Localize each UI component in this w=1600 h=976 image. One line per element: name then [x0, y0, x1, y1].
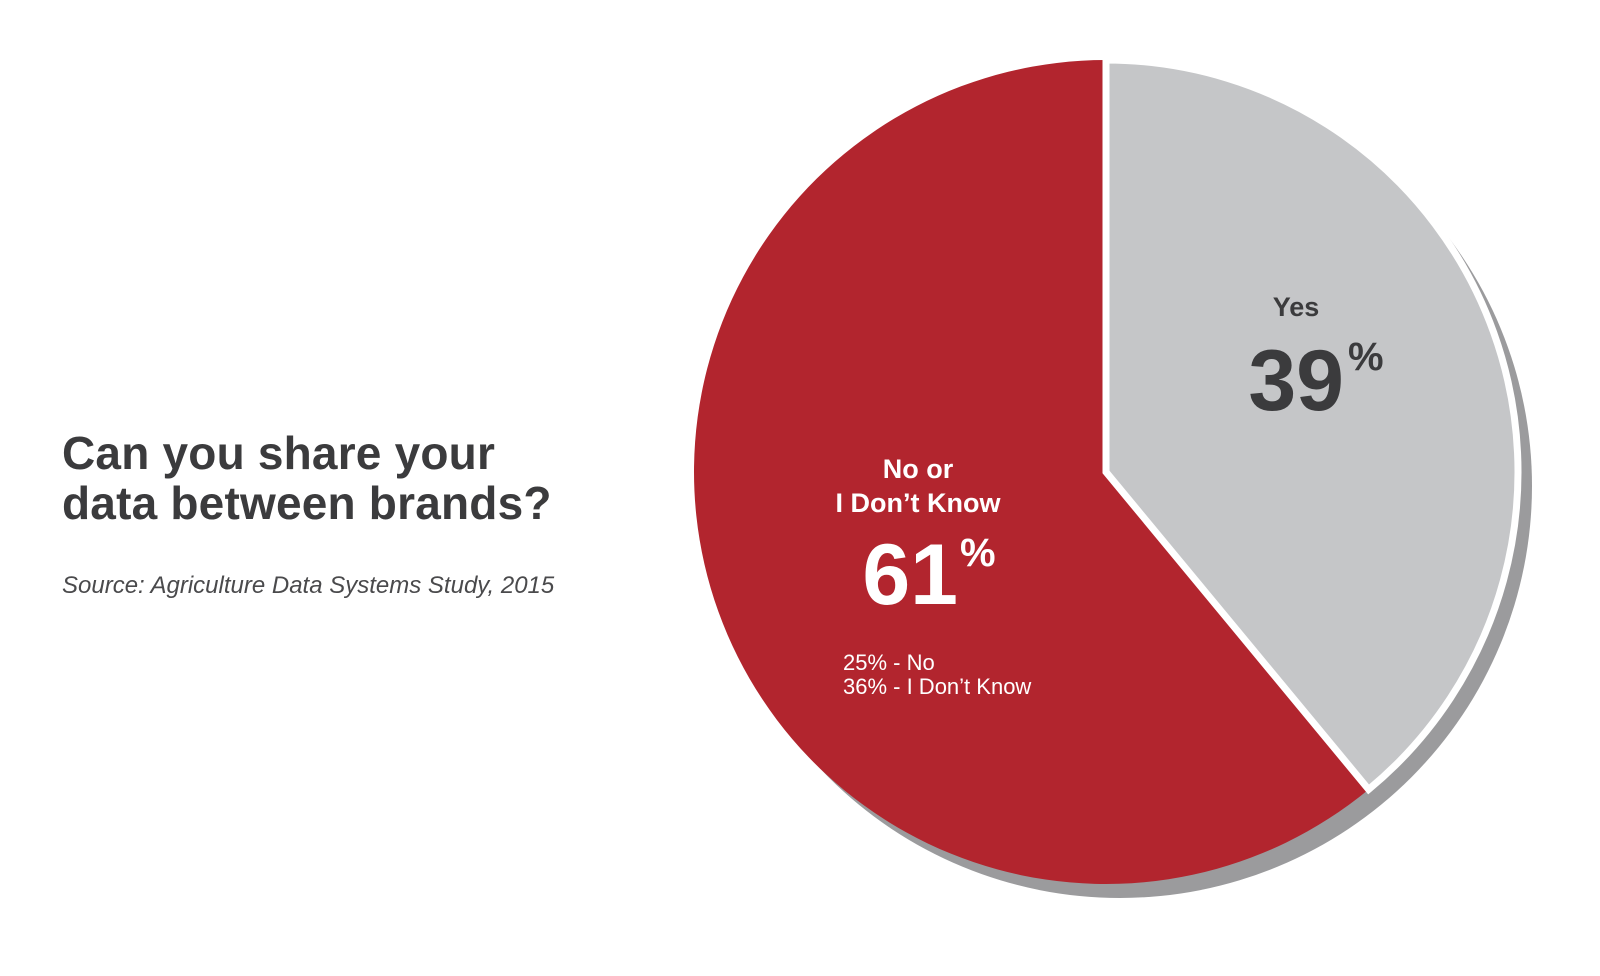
slice-label-no-line-2: I Don’t Know — [836, 488, 1002, 518]
slice-value-yes: 39 — [1248, 333, 1344, 429]
slice-breakdown-dont-know: 36% - I Don’t Know — [843, 674, 1031, 699]
slice-label-yes: Yes — [1273, 292, 1320, 322]
slice-breakdown-no: 25% - No — [843, 650, 935, 675]
slice-percent-sign-no: % — [960, 531, 996, 575]
slice-label-no-line-1: No or — [883, 454, 954, 484]
slice-value-no: 61 — [862, 527, 958, 623]
slice-percent-sign-yes: % — [1348, 335, 1384, 379]
